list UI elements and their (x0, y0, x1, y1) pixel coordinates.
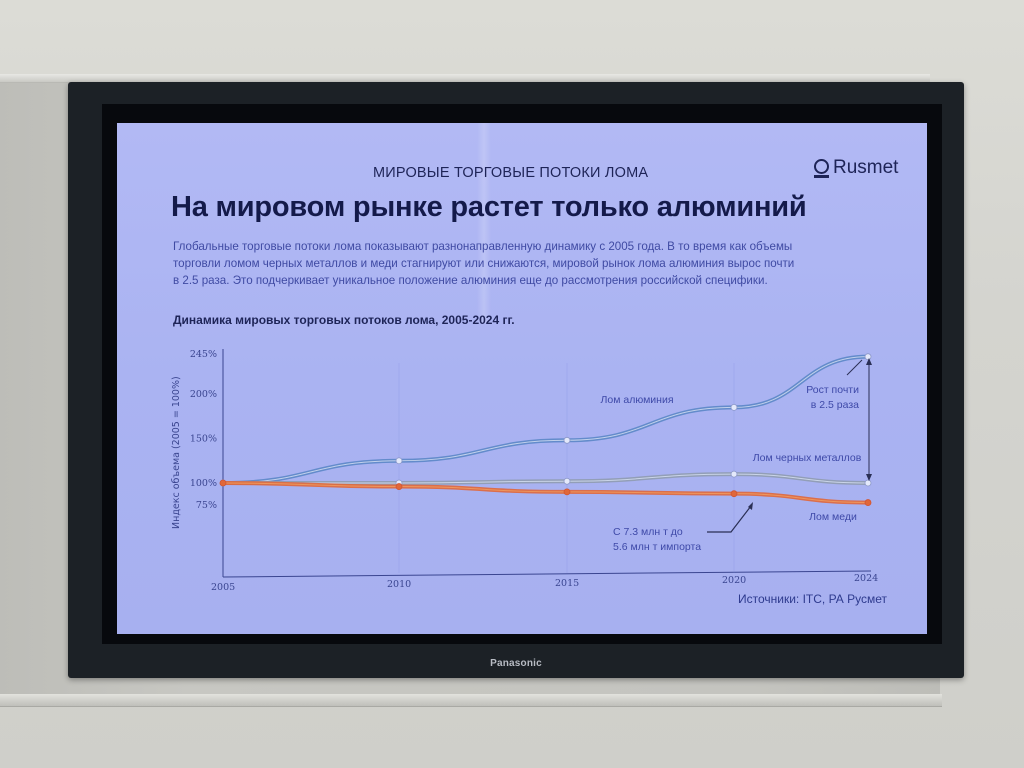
x-tick-label: 2024 (854, 573, 878, 584)
slide-title: На мировом рынке растет только алюминий (171, 191, 807, 223)
data-point (864, 353, 872, 361)
data-point (395, 457, 403, 465)
data-point (563, 488, 571, 496)
data-point (864, 499, 872, 506)
slide: МИРОВЫЕ ТОРГОВЫЕ ПОТОКИ ЛОМА Rusmet На м… (117, 123, 927, 634)
chart-axes (222, 349, 872, 578)
data-point (864, 479, 872, 487)
slide-lead: Глобальные торговые потоки лома показыва… (173, 238, 873, 289)
line-chart: 245% 200% 150% 100% 75% 2005 2010 2015 2020 2024… (171, 349, 878, 593)
x-tick-label: 2020 (722, 575, 746, 586)
copper-annotation: С 7.3 млн т до 5.6 млн т импорта (613, 502, 753, 553)
y-tick-label: 150% (190, 434, 217, 445)
x-axis-ticks: 2005 2010 2015 2020 2024 (211, 363, 878, 593)
copper-annotation-line1: С 7.3 млн т до (613, 526, 683, 538)
y-tick-label: 75% (196, 500, 217, 511)
growth-annotation-line2: в 2.5 раза (811, 399, 859, 411)
wall-rail-bottom (0, 694, 942, 707)
chart-series: Лом алюминия Лом черных металлов Лом меди (219, 353, 872, 523)
data-point (563, 436, 571, 444)
copper-annotation-line2: 5.6 млн т импорта (613, 541, 701, 553)
growth-annotation-line1: Рост почти (806, 384, 859, 396)
x-tick-label: 2010 (387, 579, 411, 590)
data-point (730, 403, 738, 411)
screen-glare (477, 123, 491, 323)
series-label: Лом алюминия (600, 394, 673, 406)
y-tick-label: 100% (190, 478, 217, 489)
data-point (730, 470, 738, 478)
y-axis-ticks: 245% 200% 150% 100% 75% (190, 349, 217, 511)
y-tick-label: 200% (190, 389, 217, 400)
slide-kicker: МИРОВЫЕ ТОРГОВЫЕ ПОТОКИ ЛОМА (373, 165, 649, 181)
rusmet-logo-text: Rusmet (833, 157, 899, 178)
x-tick-label: 2015 (555, 578, 579, 589)
series-label: Лом меди (809, 511, 857, 523)
series-label: Лом черных металлов (753, 452, 862, 464)
chart-source: Источники: ITC, РА Русмет (737, 592, 887, 606)
series-line (221, 481, 870, 505)
data-point (563, 477, 571, 485)
rusmet-logo-icon (813, 158, 829, 178)
tv-brand-label: Panasonic (490, 658, 542, 669)
data-point (395, 483, 403, 490)
series-line (221, 354, 870, 485)
growth-annotation: Рост почти в 2.5 раза (806, 358, 872, 481)
chart-title: Динамика мировых торговых потоков лома, … (173, 313, 515, 327)
data-point (219, 479, 227, 487)
lead-line: Глобальные торговые потоки лома показыва… (173, 240, 793, 253)
rusmet-logo: Rusmet (813, 157, 898, 179)
lead-line: в 2.5 раза. Это подчеркивает уникальное … (173, 274, 768, 287)
tv-monitor: Panasonic МИРОВЫЕ ТОРГОВЫЕ ПОТОКИ ЛОМА R… (68, 82, 964, 678)
lead-line: торговли ломом черных металлов и меди ст… (173, 257, 795, 270)
data-point (730, 490, 738, 498)
y-tick-label: 245% (190, 349, 217, 360)
x-tick-label: 2005 (211, 582, 235, 593)
y-axis-label: Индекс объема (2005 = 100%) (171, 376, 182, 529)
